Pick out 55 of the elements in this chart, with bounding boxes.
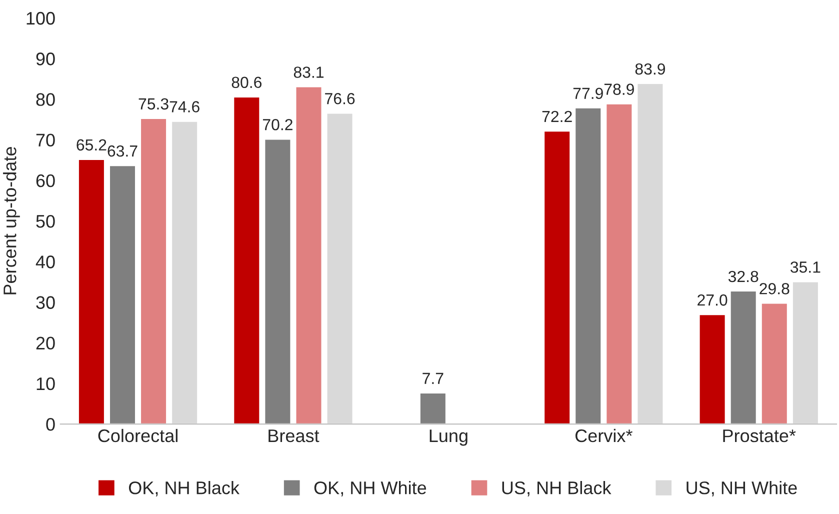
x-tick-label: Prostate* [723, 430, 796, 442]
x-tick-label: Cervix* [575, 428, 632, 442]
bar [78, 158, 106, 424]
y-tick-label: 30 [36, 296, 55, 309]
y-tick-label: 10 [36, 377, 55, 390]
x-tick-label: Lung [430, 430, 468, 446]
x-tick-label: Breast [268, 430, 320, 442]
data-label: 7.7 [422, 372, 444, 384]
bar [729, 290, 758, 424]
data-label: 29.8 [760, 283, 790, 294]
bar [419, 392, 447, 424]
bar [108, 164, 136, 424]
y-tick-label: 90 [36, 52, 55, 66]
data-label: 70.2 [262, 118, 292, 130]
data-label: 77.9 [573, 88, 603, 100]
bar [232, 96, 261, 424]
legend-label: US, NH Black [502, 481, 612, 496]
legend-label: US, NH White [686, 481, 797, 496]
data-label: 74.6 [170, 101, 200, 112]
data-label: 65.2 [76, 139, 106, 151]
y-tick-label: 60 [36, 174, 55, 188]
data-label: 27.0 [698, 294, 728, 306]
y-tick-label: 100 [26, 12, 55, 25]
x-tick-label: Colorectal [98, 428, 178, 442]
bar [294, 86, 323, 424]
data-label: 80.6 [232, 76, 262, 88]
data-label: 83.9 [635, 63, 666, 75]
data-label: 63.7 [108, 145, 138, 157]
bar [574, 107, 602, 424]
bar [698, 314, 726, 424]
bar [792, 280, 820, 424]
legend-label: OK, NH White [314, 481, 426, 496]
data-label: 72.2 [542, 110, 572, 122]
data-label: 83.1 [294, 66, 324, 78]
bar [140, 118, 168, 424]
data-label: 76.6 [325, 92, 355, 104]
data-label: 75.3 [138, 98, 168, 110]
y-tick-label: 70 [36, 134, 55, 147]
y-tick-label: 40 [36, 256, 55, 268]
bar [543, 130, 571, 424]
y-axis-title: Percent up-to-date [3, 147, 20, 294]
data-label: 32.8 [728, 270, 758, 282]
bar [264, 138, 292, 424]
legend-label: OK, NH Black [128, 481, 240, 496]
bar [636, 82, 664, 424]
y-tick-label: 0 [46, 418, 55, 431]
bar [326, 112, 354, 424]
bar [170, 120, 198, 424]
data-label: 35.1 [790, 262, 820, 273]
data-label: 78.9 [604, 84, 634, 95]
bar [760, 302, 788, 424]
y-tick-label: 80 [36, 93, 55, 106]
bar [605, 102, 634, 424]
y-tick-label: 20 [36, 336, 55, 350]
y-tick-label: 50 [36, 214, 55, 228]
